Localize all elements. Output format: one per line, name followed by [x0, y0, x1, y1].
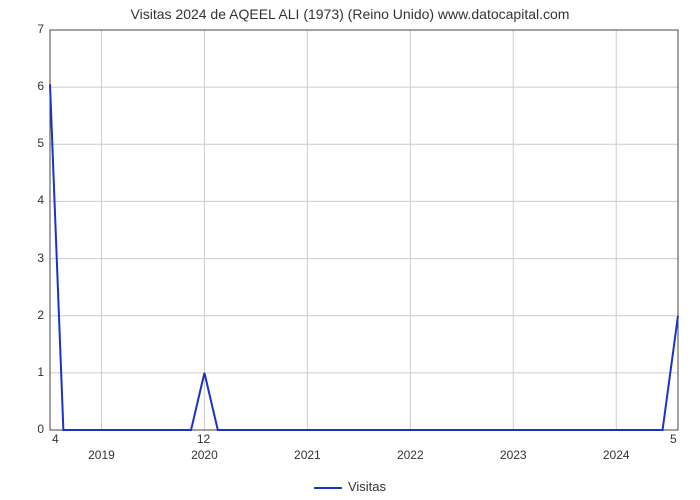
y-tick-label: 6 [20, 79, 44, 93]
legend-label: Visitas [348, 479, 386, 494]
y-tick-label: 0 [20, 422, 44, 436]
x-tick-label: 2024 [586, 448, 646, 462]
x-tick-label: 2022 [380, 448, 440, 462]
baseline-marker-right: 5 [670, 432, 677, 446]
x-tick-label: 2023 [483, 448, 543, 462]
legend-swatch [314, 487, 342, 489]
legend: Visitas [0, 479, 700, 494]
x-tick-label: 2019 [71, 448, 131, 462]
x-tick-label: 2020 [174, 448, 234, 462]
y-tick-label: 7 [20, 22, 44, 36]
y-tick-label: 3 [20, 251, 44, 265]
y-tick-label: 2 [20, 308, 44, 322]
baseline-marker-left: 4 [52, 432, 59, 446]
baseline-marker-mid: 12 [197, 432, 210, 446]
y-tick-label: 4 [20, 193, 44, 207]
x-tick-label: 2021 [277, 448, 337, 462]
y-tick-label: 1 [20, 365, 44, 379]
line-chart [0, 0, 700, 500]
y-tick-label: 5 [20, 136, 44, 150]
